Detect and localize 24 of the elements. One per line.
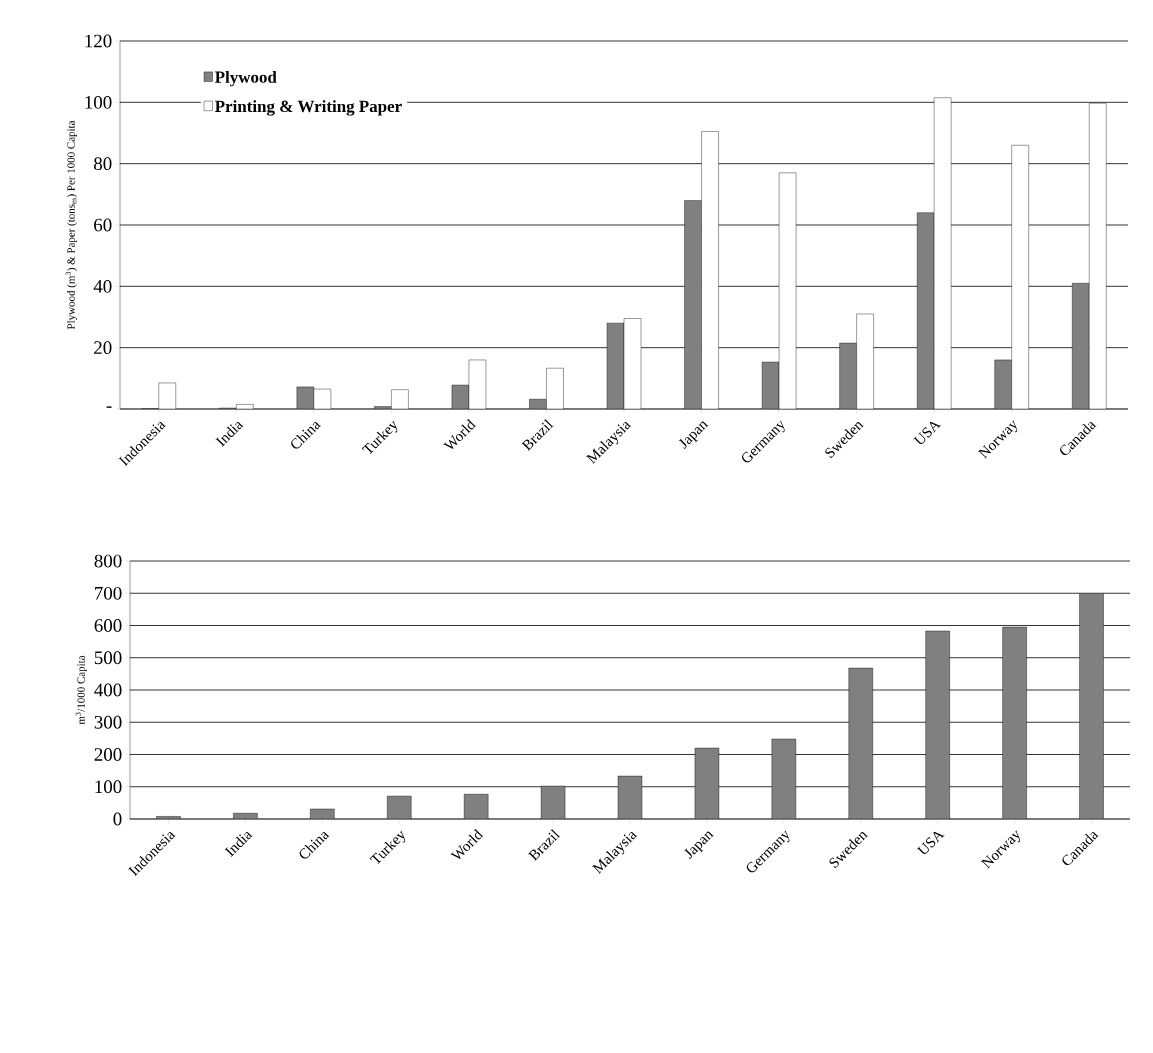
y-tick-label: 100 xyxy=(85,95,112,109)
y-tick-label: 200 xyxy=(94,748,122,761)
y-tick-label: 800 xyxy=(94,554,122,568)
y-tick-label: 700 xyxy=(95,586,122,600)
y-tick-label: 20 xyxy=(94,341,112,355)
x-tick-label: USA xyxy=(916,831,945,855)
y-tick-label: 120 xyxy=(85,34,112,48)
x-tick-label: USA xyxy=(913,421,942,445)
y-tick-label: 40 xyxy=(93,279,112,293)
y-tick-label: 400 xyxy=(94,683,122,697)
y-tick-label: 500 xyxy=(94,651,122,665)
y-tick-label: 80 xyxy=(94,157,112,171)
y-axis-title: m$^{3}$/1000 Capita xyxy=(75,655,87,725)
legend-label: Plywood xyxy=(215,70,277,87)
y-tick-label: 300 xyxy=(94,715,122,729)
x-tick-label: India xyxy=(215,422,244,447)
legend-label: Printing & Writing Paper xyxy=(215,100,402,116)
y-tick-label: 100 xyxy=(95,780,122,794)
y-tick-label: 60 xyxy=(94,218,112,232)
x-tick-label: India xyxy=(224,832,253,857)
y-tick-label: 600 xyxy=(94,619,122,632)
y-tick-label: - xyxy=(106,406,112,408)
y-tick-label: 0 xyxy=(113,812,122,826)
y-axis-title: Plywood (m$^{3}$) & Paper (tons$_{m}$) Per 1000 Capita xyxy=(65,120,77,330)
